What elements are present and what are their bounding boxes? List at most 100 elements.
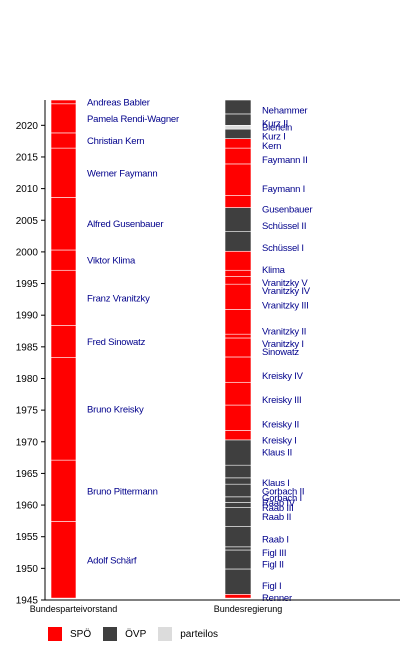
label-party-pamela-rendi-wagner: Pamela Rendi-Wagner [87, 114, 179, 125]
bar-gov-raab-iv [224, 496, 252, 503]
bars-layer [50, 99, 252, 599]
bar-party-andreas-babler [50, 99, 77, 105]
bar-gov-klaus-ii [224, 439, 252, 466]
bar-party-bruno-pittermann [50, 459, 77, 522]
bar-gov-vranitzky-v [224, 269, 252, 277]
label-gov-schu-ssel-ii: Schüssel II [262, 221, 306, 232]
y-tick-label-2005: 2005 [16, 216, 39, 227]
bar-gov-vranitzky-i [224, 333, 252, 339]
y-tick-label-1980: 1980 [16, 374, 39, 385]
bar-gov-gorbach-ii [224, 477, 252, 485]
label-gov-kreisky-ii: Kreisky II [262, 420, 299, 431]
label-gov-vranitzky-ii: Vranitzky II [262, 327, 306, 338]
label-party-bruno-kreisky: Bruno Kreisky [87, 404, 144, 415]
bar-gov-faymann-i [224, 163, 252, 196]
y-tick-label-1960: 1960 [16, 501, 39, 512]
y-axis: 1945 1950 1955 1960 1965 1970 1975 1980 1985 1990… [16, 100, 400, 614]
bar-gov-raab-i [224, 526, 252, 548]
bar-gov-kreisky-iv [224, 356, 252, 383]
label-gov-sinowatz: Sinowatz [262, 347, 299, 358]
y-tick-label-2015: 2015 [16, 152, 39, 163]
label-party-werner-faymann: Werner Faymann [87, 168, 157, 179]
bar-party-bruno-kreisky [50, 357, 77, 461]
label-gov-kreisky-i: Kreisky I [262, 435, 297, 446]
bar-gov-kreisky-iii [224, 381, 252, 406]
bar-gov-kreisky-i [224, 430, 252, 441]
bar-party-adolf-scha-rf [50, 521, 77, 599]
bar-gov-renner [224, 594, 252, 599]
y-tick-label-2020: 2020 [16, 121, 39, 132]
label-gov-kurz-ii: Kurz II [262, 118, 288, 129]
bar-gov-vranitzky-iv [224, 276, 252, 285]
x-label-party-board: Bundesparteivorstand [30, 604, 118, 614]
legend-label-spo: SPÖ [70, 628, 92, 640]
label-gov-vranitzky-iii: Vranitzky III [262, 301, 309, 312]
bar-party-fred-sinowatz [50, 325, 77, 358]
bar-gov-kern [224, 138, 252, 149]
y-tick-label-2010: 2010 [16, 184, 39, 195]
label-party-viktor-klima: Viktor Klima [87, 256, 136, 267]
label-gov-raab-i: Raab I [262, 535, 289, 546]
legend-label-ovp: ÖVP [125, 628, 147, 640]
label-gov-kreisky-iii: Kreisky III [262, 395, 302, 406]
label-party-andreas-babler: Andreas Babler [87, 97, 150, 108]
bar-gov-raab-iii [224, 502, 252, 508]
bar-gov-gusenbauer [224, 195, 252, 208]
y-tick-label-1945: 1945 [16, 596, 39, 607]
bar-gov-nehammer [224, 99, 252, 115]
legend: SPÖ ÖVP parteilos [48, 626, 230, 642]
label-gov-raab-iv: Raab IV [262, 498, 296, 509]
label-gov-klaus-i: Klaus I [262, 478, 290, 489]
label-gov-nehammer: Nehammer [262, 106, 307, 117]
label-gov-kreisky-iv: Kreisky IV [262, 371, 304, 382]
label-party-christian-kern: Christian Kern [87, 136, 144, 147]
bar-gov-kurz-ii [224, 113, 252, 126]
bar-party-alfred-gusenbauer [50, 197, 77, 251]
label-gov-vranitzky-iv: Vranitzky IV [262, 286, 311, 297]
label-gov-gorbach-i: Gorbach I [262, 493, 302, 504]
label-party-franz-vranitzky: Franz Vranitzky [87, 293, 150, 304]
bar-gov-kurz-i [224, 128, 252, 139]
bar-gov-kreisky-ii [224, 404, 252, 431]
label-party-adolf-scha-rf: Adolf Schärf [87, 555, 137, 566]
bar-gov-figl-i [224, 568, 252, 595]
label-party-alfred-gusenbauer: Alfred Gusenbauer [87, 219, 163, 230]
label-gov-renner: Renner [262, 593, 292, 604]
legend-item-spo: SPÖ [48, 627, 91, 641]
bar-party-franz-vranitzky [50, 269, 77, 326]
label-gov-faymann-i: Faymann I [262, 184, 305, 195]
bar-party-viktor-klima [50, 249, 77, 271]
y-tick-label-1965: 1965 [16, 469, 39, 480]
bar-gov-raab-ii [224, 507, 252, 527]
bar-gov-figl-iii [224, 546, 252, 551]
label-gov-figl-iii: Figl III [262, 548, 286, 559]
y-tick-label-1970: 1970 [16, 437, 39, 448]
bar-gov-vranitzky-iii [224, 283, 252, 310]
legend-item-parteilos: parteilos [158, 627, 218, 641]
label-gov-figl-i: Figl I [262, 581, 281, 592]
bar-gov-sinowatz [224, 337, 252, 358]
bar-gov-faymann-ii [224, 147, 252, 165]
label-gov-bierlein: Bierlein [262, 123, 292, 134]
bar-party-pamela-rendi-wagner [50, 103, 77, 134]
bar-gov-figl-ii [224, 549, 252, 570]
x-label-government: Bundesregierung [214, 604, 283, 614]
legend-swatch-spo [48, 627, 62, 641]
bar-party-christian-kern [50, 132, 77, 149]
bar-gov-vranitzky-ii [224, 309, 252, 335]
label-gov-vranitzky-i: Vranitzky I [262, 339, 304, 350]
label-gov-klima: Klima [262, 265, 286, 276]
bar-gov-schu-ssel-i [224, 231, 252, 252]
y-tick-label-1985: 1985 [16, 342, 39, 353]
legend-swatch-ovp [103, 627, 118, 641]
label-gov-kern: Kern [262, 141, 281, 152]
label-gov-gorbach-ii: Gorbach II [262, 487, 304, 498]
label-party-fred-sinowatz: Fred Sinowatz [87, 337, 146, 348]
bar-gov-bierlein [224, 125, 252, 130]
y-tick-label-2000: 2000 [16, 247, 39, 258]
label-gov-vranitzky-v: Vranitzky V [262, 278, 308, 289]
y-tick-label-1955: 1955 [16, 532, 39, 543]
y-tick-label-1990: 1990 [16, 311, 39, 322]
y-tick-label-1975: 1975 [16, 406, 39, 417]
label-gov-schu-ssel-i: Schüssel I [262, 243, 304, 254]
